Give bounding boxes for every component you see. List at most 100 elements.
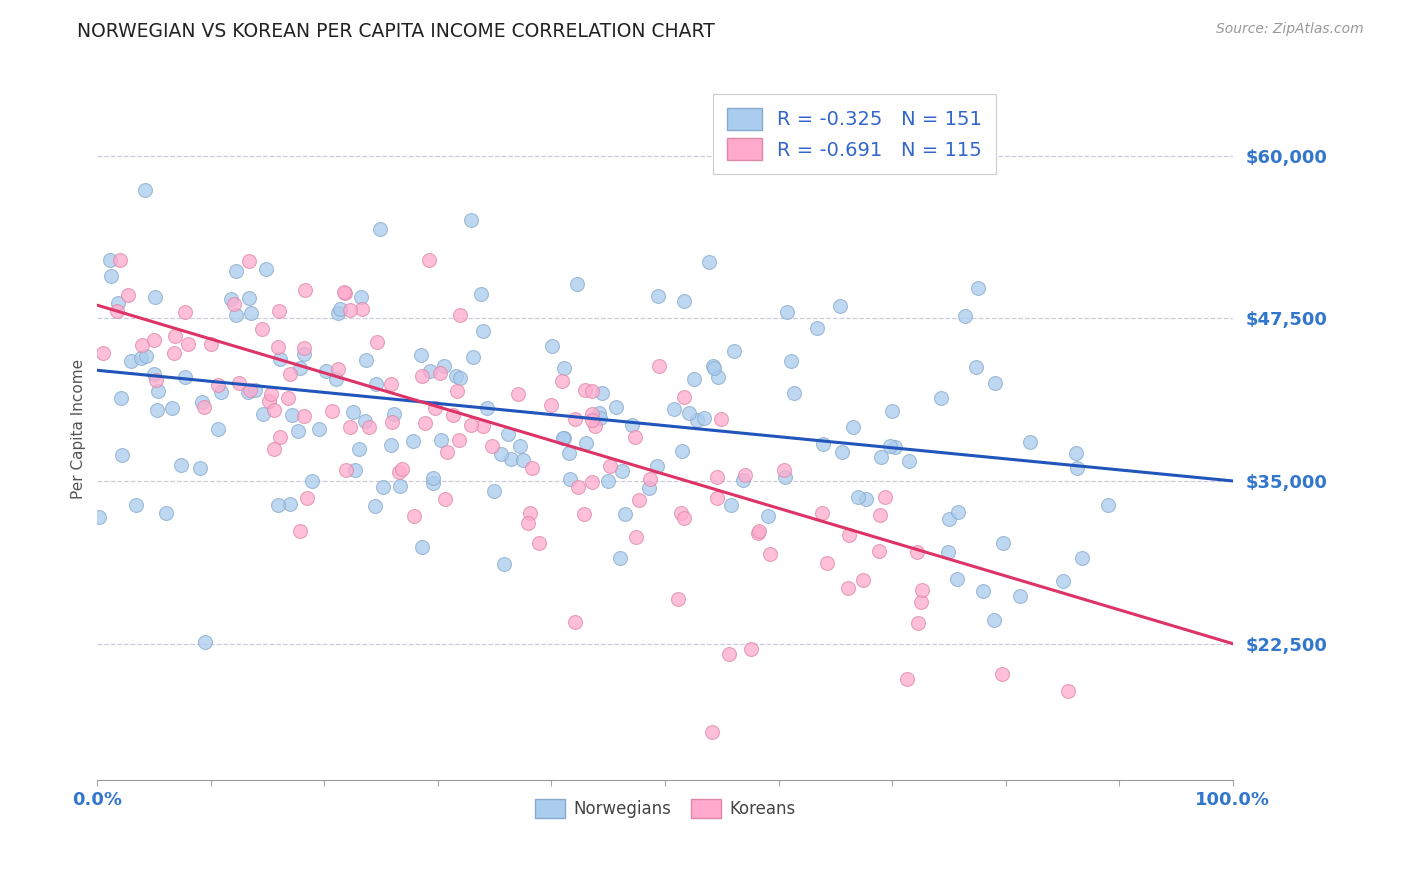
Point: [938, 512, 960, 526]
Point: [623, 430, 645, 444]
Point: [381, 416, 404, 430]
Point: [295, 491, 318, 505]
Point: [965, 359, 987, 374]
Point: [972, 583, 994, 598]
Point: [433, 359, 456, 373]
Point: [589, 411, 612, 425]
Point: [315, 364, 337, 378]
Point: [277, 391, 299, 405]
Point: [134, 183, 156, 197]
Point: [350, 301, 373, 316]
Point: [207, 422, 229, 436]
Point: [740, 641, 762, 656]
Text: NORWEGIAN VS KOREAN PER CAPITA INCOME CORRELATION CHART: NORWEGIAN VS KOREAN PER CAPITA INCOME CO…: [77, 22, 716, 41]
Point: [325, 372, 347, 386]
Point: [512, 452, 534, 467]
Point: [699, 255, 721, 269]
Point: [647, 289, 669, 303]
Point: [269, 351, 291, 366]
Point: [567, 277, 589, 291]
Point: [267, 498, 290, 512]
Point: [366, 377, 388, 392]
Point: [605, 400, 627, 414]
Point: [219, 292, 242, 306]
Point: [434, 491, 457, 506]
Legend: Norwegians, Koreans: Norwegians, Koreans: [527, 792, 801, 825]
Point: [402, 508, 425, 523]
Point: [638, 481, 661, 495]
Point: [177, 337, 200, 351]
Point: [1064, 445, 1087, 459]
Point: [200, 337, 222, 351]
Point: [278, 368, 301, 382]
Point: [851, 573, 873, 587]
Point: [335, 463, 357, 477]
Point: [148, 384, 170, 398]
Point: [402, 434, 425, 448]
Point: [422, 471, 444, 485]
Point: [896, 672, 918, 686]
Point: [449, 371, 471, 385]
Point: [910, 582, 932, 597]
Point: [756, 509, 779, 524]
Point: [723, 343, 745, 358]
Point: [328, 361, 350, 376]
Point: [278, 498, 301, 512]
Point: [703, 360, 725, 375]
Point: [263, 442, 285, 456]
Point: [806, 320, 828, 334]
Point: [292, 341, 315, 355]
Point: [120, 353, 142, 368]
Point: [509, 439, 531, 453]
Point: [624, 530, 647, 544]
Point: [707, 370, 730, 384]
Point: [460, 212, 482, 227]
Point: [207, 377, 229, 392]
Point: [492, 557, 515, 571]
Point: [125, 498, 148, 512]
Point: [250, 322, 273, 336]
Point: [1010, 590, 1032, 604]
Point: [706, 470, 728, 484]
Point: [907, 615, 929, 630]
Point: [239, 383, 262, 397]
Point: [131, 338, 153, 352]
Point: [841, 419, 863, 434]
Point: [572, 507, 595, 521]
Point: [553, 431, 575, 445]
Point: [678, 406, 700, 420]
Point: [321, 403, 343, 417]
Point: [290, 524, 312, 539]
Point: [673, 293, 696, 308]
Point: [945, 572, 967, 586]
Point: [129, 351, 152, 365]
Point: [329, 301, 352, 316]
Point: [936, 545, 959, 559]
Point: [783, 386, 806, 401]
Point: [837, 582, 859, 596]
Point: [339, 303, 361, 318]
Point: [869, 508, 891, 522]
Point: [371, 480, 394, 494]
Point: [441, 408, 464, 422]
Point: [236, 384, 259, 399]
Point: [519, 506, 541, 520]
Point: [991, 536, 1014, 550]
Point: [269, 430, 291, 444]
Point: [567, 480, 589, 494]
Point: [243, 383, 266, 397]
Point: [481, 439, 503, 453]
Point: [564, 615, 586, 629]
Point: [489, 447, 512, 461]
Point: [855, 491, 877, 506]
Point: [228, 376, 250, 390]
Point: [135, 350, 157, 364]
Point: [436, 445, 458, 459]
Point: [411, 348, 433, 362]
Point: [870, 450, 893, 465]
Point: [380, 376, 402, 391]
Point: [388, 466, 411, 480]
Point: [664, 401, 686, 416]
Point: [342, 405, 364, 419]
Point: [929, 391, 952, 405]
